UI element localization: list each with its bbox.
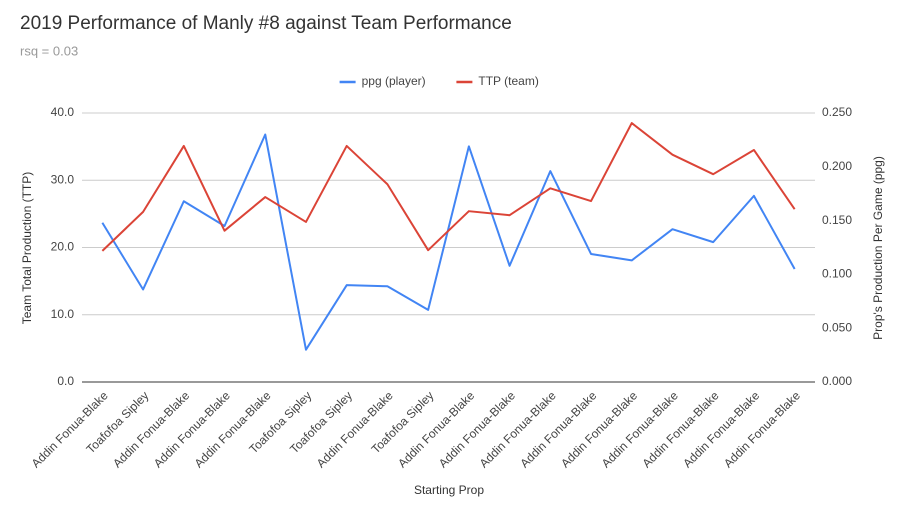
x-tick-label: Addin Fonua-Blake [558, 388, 640, 470]
line-series [101, 122, 796, 252]
x-tick-label: Addin Fonua-Blake [436, 388, 518, 470]
y2-tick-label: 0.150 [822, 213, 852, 227]
x-tick-label: Addin Fonua-Blake [192, 388, 274, 470]
legend-label: TTP (team) [478, 74, 538, 88]
y2-tick-label: 0.050 [822, 320, 852, 334]
x-tick-label: Addin Fonua-Blake [721, 388, 803, 470]
y-tick-label: 30.0 [51, 172, 75, 186]
y2-tick-label: 0.200 [822, 159, 852, 173]
x-tick-label: Addin Fonua-Blake [680, 388, 762, 470]
legend-label: ppg (player) [362, 74, 426, 88]
chart-title: 2019 Performance of Manly #8 against Tea… [20, 13, 512, 34]
y2-tick-label: 0.000 [822, 374, 852, 388]
y2-axis-title: Prop's Production Per Game (ppg) [871, 156, 885, 340]
y-axis-title: Team Total Production (TTP) [20, 172, 34, 325]
x-tick-label: Addin Fonua-Blake [639, 388, 721, 470]
y2-tick-label: 0.250 [822, 105, 852, 119]
x-tick-label: Addin Fonua-Blake [151, 388, 233, 470]
chart-subtitle: rsq = 0.03 [20, 43, 78, 58]
x-tick-label: Addin Fonua-Blake [314, 388, 396, 470]
y2-tick-label: 0.100 [822, 267, 852, 281]
y-tick-label: 0.0 [57, 374, 74, 388]
y-tick-label: 20.0 [51, 240, 75, 254]
y-tick-label: 40.0 [51, 105, 75, 119]
x-tick-label: Addin Fonua-Blake [599, 388, 681, 470]
x-tick-label: Addin Fonua-Blake [29, 388, 111, 470]
x-axis-title: Starting Prop [414, 483, 484, 497]
line-series [101, 133, 796, 351]
x-tick-label: Addin Fonua-Blake [110, 388, 192, 470]
y-tick-label: 10.0 [51, 307, 75, 321]
x-tick-label: Addin Fonua-Blake [395, 388, 477, 470]
x-tick-label: Addin Fonua-Blake [517, 388, 599, 470]
x-tick-label: Addin Fonua-Blake [477, 388, 559, 470]
